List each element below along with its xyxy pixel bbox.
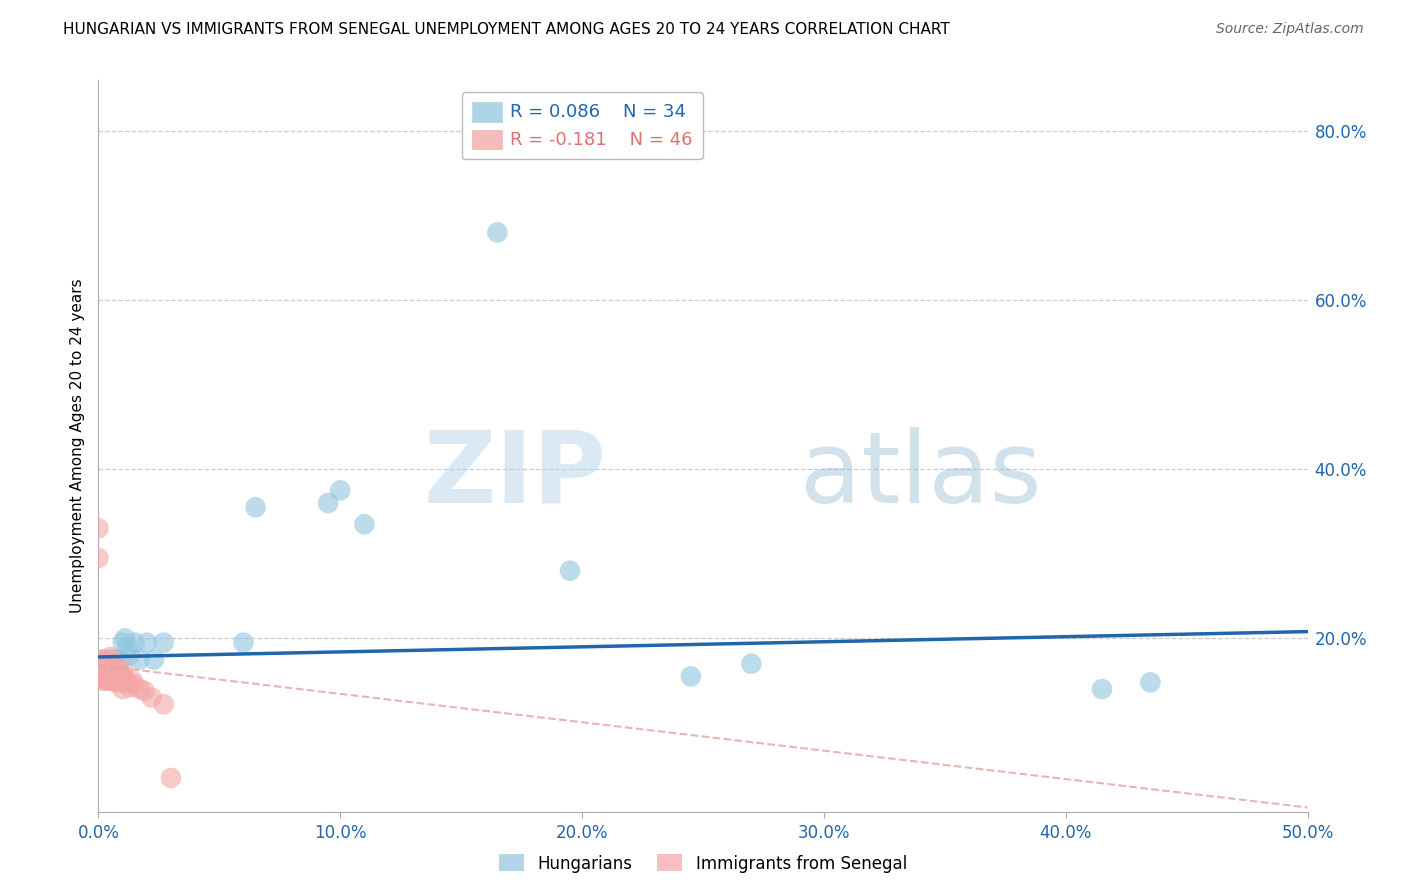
Point [91,669,114,683]
Point [100,650,122,665]
Point [111,669,134,683]
Point [558,564,581,578]
Point [353,517,375,532]
Point [118,681,141,695]
Legend: R = 0.086    N = 34, R = -0.181    N = 46: R = 0.086 N = 34, R = -0.181 N = 46 [461,92,703,159]
Point [97,666,120,681]
Point [329,483,352,498]
Point [111,675,134,690]
Point [740,657,762,671]
Point [141,690,163,705]
Point [90,669,112,683]
Point [152,635,174,649]
Text: atlas: atlas [800,426,1042,524]
Point [94,657,117,671]
Point [108,652,131,666]
Point [117,640,139,654]
Point [114,632,136,646]
Point [100,665,122,680]
Point [107,669,129,683]
Point [104,669,127,683]
Point [107,675,129,690]
Point [108,665,131,680]
Point [91,661,114,675]
Point [108,673,131,688]
Point [111,682,134,697]
Point [101,673,124,688]
Point [107,665,129,680]
Point [160,771,183,785]
Point [104,675,127,690]
Point [90,669,112,683]
Point [91,652,114,666]
Point [107,664,129,678]
Point [1091,682,1114,697]
Point [91,665,114,680]
Point [90,661,112,675]
Point [97,669,120,683]
Point [90,657,112,671]
Point [114,672,136,686]
Point [232,635,254,649]
Point [128,682,150,697]
Point [100,661,122,675]
Point [91,673,114,688]
Legend: Hungarians, Immigrants from Senegal: Hungarians, Immigrants from Senegal [492,847,914,880]
Point [104,665,127,680]
Text: ZIP: ZIP [423,426,606,524]
Point [101,665,124,680]
Point [111,664,134,678]
Point [104,663,127,677]
Text: Source: ZipAtlas.com: Source: ZipAtlas.com [1216,22,1364,37]
Point [679,669,702,683]
Point [118,648,141,663]
Point [94,661,117,675]
Point [87,521,110,535]
Point [101,661,124,675]
Point [316,496,339,510]
Point [245,500,267,515]
Point [101,652,124,666]
Point [87,551,110,566]
Point [486,226,509,240]
Point [104,652,127,666]
Point [135,635,157,649]
Point [124,635,146,649]
Point [152,698,174,712]
Point [121,673,143,688]
Point [117,675,139,690]
Point [94,661,117,675]
Point [100,669,122,683]
Point [91,652,114,666]
Point [143,652,166,666]
Point [1139,675,1161,690]
Point [94,652,117,666]
Point [134,683,156,698]
Point [111,635,134,649]
Point [94,669,117,683]
Point [97,661,120,675]
Point [124,678,146,692]
Point [128,652,150,666]
Point [100,657,122,671]
Y-axis label: Unemployment Among Ages 20 to 24 years: Unemployment Among Ages 20 to 24 years [69,278,84,614]
Point [97,661,120,675]
Point [94,673,117,688]
Point [97,673,120,688]
Text: HUNGARIAN VS IMMIGRANTS FROM SENEGAL UNEMPLOYMENT AMONG AGES 20 TO 24 YEARS CORR: HUNGARIAN VS IMMIGRANTS FROM SENEGAL UNE… [63,22,950,37]
Point [91,665,114,680]
Point [90,665,112,680]
Point [101,658,124,673]
